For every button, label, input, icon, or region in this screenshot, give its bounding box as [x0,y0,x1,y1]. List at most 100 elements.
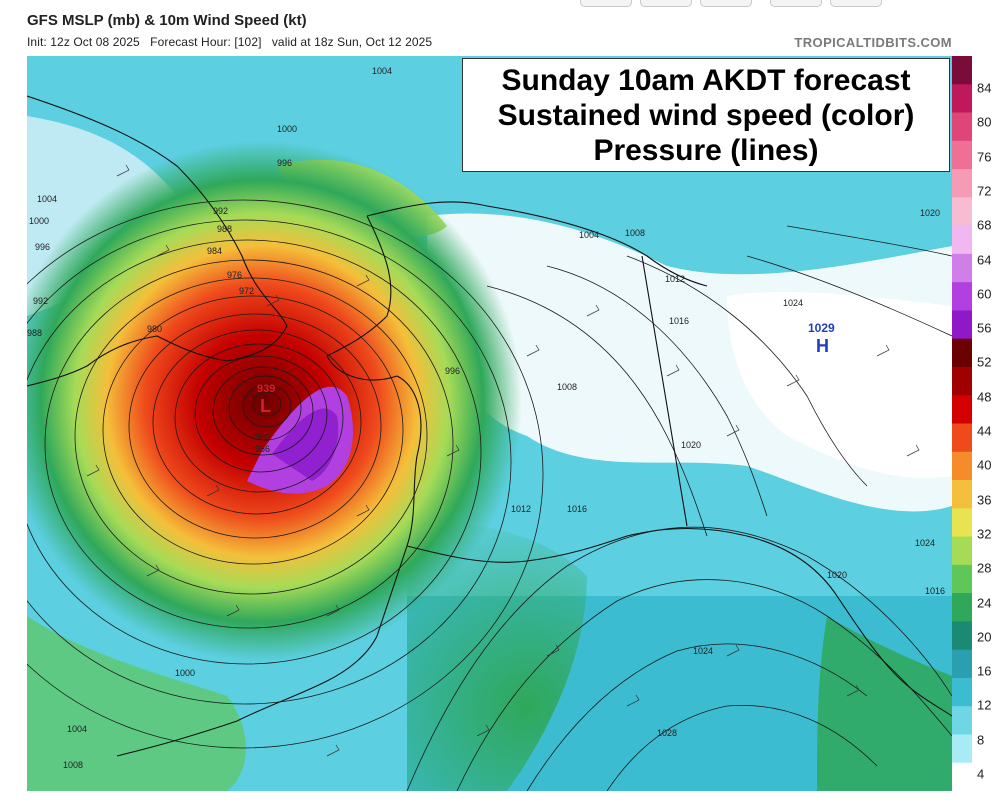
wind-barbs [86,164,920,757]
svg-text:1016: 1016 [925,586,945,596]
svg-text:1020: 1020 [827,570,847,580]
colorbar-tick-label: 80 [977,114,992,130]
colorbar-swatch [952,140,972,170]
svg-text:980: 980 [147,324,162,334]
isobars-low [27,199,544,749]
high-pressure-center: 1029 H [808,321,835,356]
wind-speed-colorbar [952,56,972,791]
svg-text:996: 996 [35,242,50,252]
colorbar-tick-label: 44 [977,423,992,439]
colorbar-tick-label: 64 [977,252,992,267]
brand-watermark: TROPICALTIDBITS.COM [794,35,952,50]
svg-text:1000: 1000 [175,668,195,678]
tab-button[interactable] [700,0,752,7]
colorbar-tick-label: 24 [977,595,992,610]
low-pressure-center: 939 L [257,383,275,416]
map-canvas: 1004 1000 996 992 988 984 980 976 972 10… [27,56,952,791]
west-alaska-coast [236,215,422,722]
svg-text:1024: 1024 [915,538,935,548]
svg-text:1024: 1024 [783,298,803,308]
high-symbol: H [816,336,829,356]
colorbar-tick-label: 20 [977,629,992,645]
svg-text:960: 960 [255,432,270,442]
svg-text:1012: 1012 [665,274,685,284]
svg-text:1020: 1020 [920,208,940,218]
forecast-map: 1004 1000 996 992 988 984 980 976 972 10… [27,56,952,791]
colorbar-tick-label: 52 [977,354,992,370]
header: GFS MSLP (mb) & 10m Wind Speed (kt) Init… [0,0,1000,56]
colorbar-tick-label: 48 [977,389,992,405]
yukon-calm [727,291,952,478]
colorbar-swatch [952,56,972,85]
colorbar-tick-label: 56 [977,320,992,336]
colorbar-swatch [952,480,972,509]
chukotka-coast [27,95,288,387]
svg-text:1004: 1004 [37,194,57,204]
isobar-labels: 1004 1000 996 992 988 984 980 976 972 10… [27,66,945,770]
svg-text:984: 984 [207,246,222,256]
svg-text:1020: 1020 [681,440,701,450]
svg-text:1004: 1004 [67,724,87,734]
colorbar-tick-label: 60 [977,286,992,302]
colorbar-swatch [952,225,972,255]
colorbar-tick-label: 12 [977,697,992,713]
svg-text:972: 972 [239,286,254,296]
tab-button[interactable] [580,0,632,7]
colorbar-tick-label: 72 [977,183,992,199]
aleutian-chain [116,720,238,757]
colorbar-swatch [952,508,972,538]
colorbar-swatch [952,84,972,114]
tab-button[interactable] [830,0,882,7]
colorbar-swatch [952,112,972,142]
colorbar-swatch [952,762,972,791]
forecast-caption-box: Sunday 10am AKDT forecast Sustained wind… [462,58,950,172]
coastlines [27,95,952,757]
tab-button[interactable] [770,0,822,7]
svg-text:1000: 1000 [29,216,49,226]
colorbar-tick-label: 84 [977,80,992,96]
caption-line-3: Pressure (lines) [593,133,819,167]
init-valid-line: Init: 12z Oct 08 2025 Forecast Hour: [10… [27,35,433,49]
map-title: GFS MSLP (mb) & 10m Wind Speed (kt) [27,12,307,29]
svg-text:1008: 1008 [63,760,83,770]
caption-line-2: Sustained wind speed (color) [497,98,915,132]
colorbar-swatch [952,395,972,424]
colorbar-tick-label: 8 [977,732,985,748]
svg-text:1004: 1004 [579,230,599,240]
colorbar-swatch [952,734,972,764]
svg-text:988: 988 [217,224,232,234]
colorbar-tick-label: 32 [977,526,992,542]
colorbar-swatch [952,593,972,622]
storm-core-inner [272,408,339,481]
high-pressure-value: 1029 [808,321,835,335]
colorbar-swatch [952,366,972,396]
colorbar-swatch [952,621,972,651]
border-line [641,255,688,527]
svg-text:1016: 1016 [669,316,689,326]
colorbar-swatch [952,536,972,566]
storm-wind-field [27,121,542,681]
svg-text:996: 996 [277,158,292,168]
svg-text:976: 976 [227,270,242,280]
svg-text:996: 996 [445,366,460,376]
colorbar-swatch [952,253,972,283]
colorbar-swatch [952,282,972,311]
colorbar-swatch [952,338,972,368]
top-tab-strip [580,0,940,8]
svg-text:992: 992 [213,206,228,216]
colorbar-swatch [952,706,972,735]
svg-text:1008: 1008 [625,228,645,238]
sw-wind-band [27,616,246,791]
colorbar-swatch [952,310,972,340]
colorbar-swatch [952,564,972,594]
svg-text:1024: 1024 [693,646,713,656]
colorbar-swatch [952,451,972,481]
svg-text:988: 988 [27,328,42,338]
svg-text:1004: 1004 [372,66,392,76]
tab-button[interactable] [640,0,692,7]
colorbar-tick-label: 16 [977,663,992,679]
colorbar-swatch [952,197,972,227]
svg-text:1012: 1012 [511,504,531,514]
low-symbol: L [260,396,271,416]
colorbar-tick-label: 28 [977,560,992,576]
